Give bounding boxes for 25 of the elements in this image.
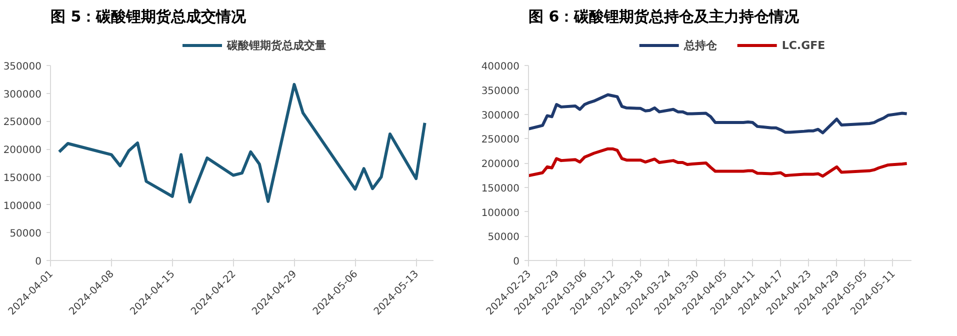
- y-tick-label: 150000: [3, 172, 42, 184]
- y-tick-label: 50000: [10, 228, 42, 240]
- y-tick-label: 250000: [481, 134, 520, 146]
- y-tick-label: 250000: [3, 117, 42, 128]
- y-tick-label: 350000: [481, 86, 520, 97]
- line-series: [58, 82, 426, 204]
- y-tick-label: 0: [35, 256, 42, 268]
- legend-label: 碳酸锂期货总成交量: [227, 38, 326, 52]
- chart-title: 图 5：碳酸锂期货总成交情况: [50, 8, 248, 26]
- legend-label: LC.GFE: [782, 38, 826, 52]
- y-tick-label: 0: [513, 256, 520, 268]
- y-tick-label: 100000: [3, 200, 42, 212]
- y-tick-label: 100000: [481, 208, 520, 219]
- y-tick-label: 150000: [481, 183, 520, 194]
- line-series: [528, 93, 908, 134]
- y-tick-label: 200000: [481, 159, 520, 170]
- line-series: [528, 147, 908, 178]
- chart-title: 图 6：碳酸锂期货总持仓及主力持仓情况: [528, 8, 800, 26]
- y-tick-label: 350000: [3, 62, 42, 72]
- y-tick-label: 50000: [488, 232, 520, 244]
- y-tick-label: 300000: [481, 110, 520, 122]
- y-tick-label: 400000: [481, 62, 520, 72]
- legend-label: 总持仓: [684, 38, 717, 52]
- y-tick-label: 200000: [3, 145, 42, 156]
- y-tick-label: 300000: [3, 89, 42, 100]
